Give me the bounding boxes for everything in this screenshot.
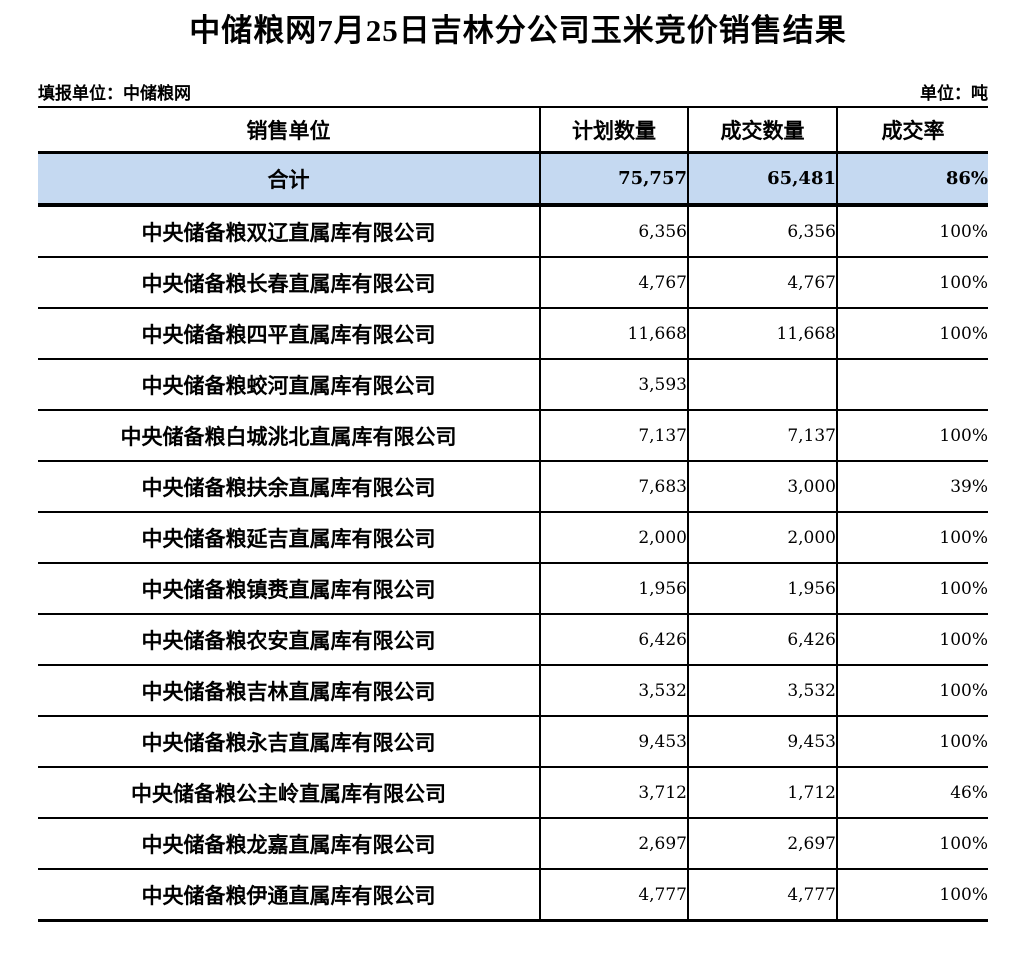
planned-qty-cell: 1,956 (540, 563, 689, 616)
total-transacted-qty: 65,481 (688, 152, 838, 208)
company-name-cell: 中央储备粮双辽直属库有限公司 (38, 205, 541, 259)
table-row: 中央储备粮双辽直属库有限公司 6,356 6,356 100% (38, 205, 988, 259)
table-row: 中央储备粮镇赉直属库有限公司 1,956 1,956 100% (38, 563, 988, 616)
table-row: 中央储备粮公主岭直属库有限公司 3,712 1,712 46% (38, 767, 988, 820)
rate-cell: 100% (837, 205, 988, 259)
reporting-unit-label: 填报单位：中储粮网 (38, 83, 191, 103)
rate-cell: 46% (837, 767, 988, 820)
table-row: 中央储备粮蛟河直属库有限公司 3,593 (38, 359, 988, 412)
rate-cell: 100% (837, 716, 988, 769)
table-row: 中央储备粮扶余直属库有限公司 7,683 3,000 39% (38, 461, 988, 514)
transacted-qty-cell: 6,426 (688, 614, 838, 667)
col-header-transaction-rate: 成交率 (837, 107, 988, 155)
company-name-cell: 中央储备粮白城洮北直属库有限公司 (38, 410, 541, 463)
transacted-qty-cell: 4,777 (688, 869, 838, 923)
company-name-cell: 中央储备粮永吉直属库有限公司 (38, 716, 541, 769)
report-page: 中储粮网7月25日吉林分公司玉米竞价销售结果 填报单位：中储粮网 单位：吨 销售… (0, 12, 1036, 964)
rate-cell: 100% (837, 308, 988, 361)
rate-cell: 100% (837, 410, 988, 463)
planned-qty-cell: 4,767 (540, 257, 689, 310)
table-row: 中央储备粮白城洮北直属库有限公司 7,137 7,137 100% (38, 410, 988, 463)
planned-qty-cell: 11,668 (540, 308, 689, 361)
planned-qty-cell: 7,683 (540, 461, 689, 514)
total-label: 合计 (38, 152, 541, 208)
rate-cell: 100% (837, 257, 988, 310)
rate-cell: 100% (837, 869, 988, 923)
table-row: 中央储备粮延吉直属库有限公司 2,000 2,000 100% (38, 512, 988, 565)
company-name-cell: 中央储备粮扶余直属库有限公司 (38, 461, 541, 514)
planned-qty-cell: 7,137 (540, 410, 689, 463)
table-row: 中央储备粮龙嘉直属库有限公司 2,697 2,697 100% (38, 818, 988, 871)
company-name-cell: 中央储备粮公主岭直属库有限公司 (38, 767, 541, 820)
company-name-cell: 中央储备粮镇赉直属库有限公司 (38, 563, 541, 616)
rate-cell: 100% (837, 665, 988, 718)
table-row: 中央储备粮四平直属库有限公司 11,668 11,668 100% (38, 308, 988, 361)
col-header-transacted-qty: 成交数量 (688, 107, 838, 155)
rate-cell: 100% (837, 818, 988, 871)
planned-qty-cell: 3,532 (540, 665, 689, 718)
planned-qty-cell: 6,426 (540, 614, 689, 667)
company-name-cell: 中央储备粮农安直属库有限公司 (38, 614, 541, 667)
table-row: 中央储备粮吉林直属库有限公司 3,532 3,532 100% (38, 665, 988, 718)
table-row: 中央储备粮农安直属库有限公司 6,426 6,426 100% (38, 614, 988, 667)
planned-qty-cell: 6,356 (540, 205, 689, 259)
transacted-qty-cell: 2,000 (688, 512, 838, 565)
rate-cell: 100% (837, 563, 988, 616)
table-row: 中央储备粮伊通直属库有限公司 4,777 4,777 100% (38, 869, 988, 923)
table-row: 中央储备粮长春直属库有限公司 4,767 4,767 100% (38, 257, 988, 310)
total-planned-qty: 75,757 (540, 152, 689, 208)
transacted-qty-cell (688, 359, 838, 412)
company-name-cell: 中央储备粮吉林直属库有限公司 (38, 665, 541, 718)
total-transaction-rate: 86% (837, 152, 988, 208)
company-name-cell: 中央储备粮龙嘉直属库有限公司 (38, 818, 541, 871)
transacted-qty-cell: 2,697 (688, 818, 838, 871)
header-row: 销售单位 计划数量 成交数量 成交率 (38, 107, 988, 155)
transacted-qty-cell: 9,453 (688, 716, 838, 769)
planned-qty-cell: 2,000 (540, 512, 689, 565)
transacted-qty-cell: 3,000 (688, 461, 838, 514)
planned-qty-cell: 2,697 (540, 818, 689, 871)
company-name-cell: 中央储备粮四平直属库有限公司 (38, 308, 541, 361)
table-body: 中央储备粮双辽直属库有限公司 6,356 6,356 100% 中央储备粮长春直属库有限… (38, 205, 988, 923)
table-row: 中央储备粮永吉直属库有限公司 9,453 9,453 100% (38, 716, 988, 769)
page-title: 中储粮网7月25日吉林分公司玉米竞价销售结果 (189, 13, 847, 48)
transacted-qty-cell: 4,767 (688, 257, 838, 310)
transacted-qty-cell: 6,356 (688, 205, 838, 259)
planned-qty-cell: 9,453 (540, 716, 689, 769)
transacted-qty-cell: 3,532 (688, 665, 838, 718)
unit-label: 单位：吨 (920, 83, 988, 103)
transacted-qty-cell: 7,137 (688, 410, 838, 463)
company-name-cell: 中央储备粮伊通直属库有限公司 (38, 869, 541, 923)
company-name-cell: 中央储备粮延吉直属库有限公司 (38, 512, 541, 565)
rate-cell: 39% (837, 461, 988, 514)
meta-row: 填报单位：中储粮网 单位：吨 (38, 84, 988, 104)
planned-qty-cell: 3,712 (540, 767, 689, 820)
total-row: 合计 75,757 65,481 86% (38, 152, 988, 208)
results-table: 销售单位 计划数量 成交数量 成交率 合计 75,757 65,481 86% … (38, 106, 988, 923)
rate-cell: 100% (837, 512, 988, 565)
transacted-qty-cell: 1,956 (688, 563, 838, 616)
col-header-planned-qty: 计划数量 (540, 107, 689, 155)
col-header-sales-unit: 销售单位 (38, 107, 541, 155)
company-name-cell: 中央储备粮蛟河直属库有限公司 (38, 359, 541, 412)
transacted-qty-cell: 11,668 (688, 308, 838, 361)
rate-cell (837, 359, 988, 412)
planned-qty-cell: 3,593 (540, 359, 689, 412)
rate-cell: 100% (837, 614, 988, 667)
planned-qty-cell: 4,777 (540, 869, 689, 923)
transacted-qty-cell: 1,712 (688, 767, 838, 820)
company-name-cell: 中央储备粮长春直属库有限公司 (38, 257, 541, 310)
